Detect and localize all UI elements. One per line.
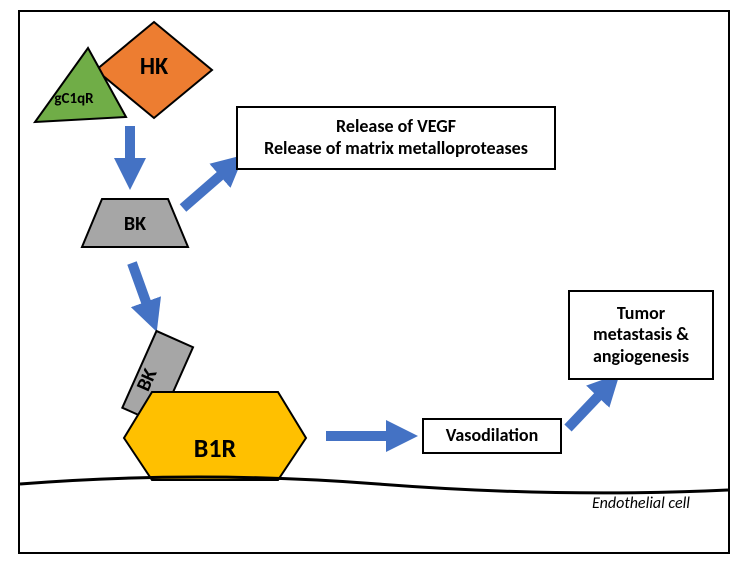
vegf-line2: Release of matrix metalloproteases [264, 138, 528, 160]
arrow-b1r-to-vasodilation [320, 416, 420, 456]
gc1qr-label: gC1qR [39, 90, 109, 108]
tumor-line3: angiogenesis [593, 346, 689, 368]
vegf-box: Release of VEGF Release of matrix metall… [236, 106, 556, 170]
tumor-line2: metastasis & [593, 324, 689, 346]
vegf-line1: Release of VEGF [336, 116, 456, 138]
diagram-canvas: HK gC1qR BK Release of VEGF Release of m… [0, 0, 748, 564]
endothelial-label: Endothelial cell [592, 494, 690, 513]
tumor-box: Tumor metastasis & angiogenesis [568, 290, 714, 380]
arrow-hk-to-bk [110, 120, 150, 190]
vasodilation-box: Vasodilation [422, 418, 562, 454]
tumor-line1: Tumor [617, 303, 665, 325]
gc1qr-shape [30, 44, 130, 126]
arrow-vasodilation-to-tumor [560, 370, 630, 440]
vasodilation-label: Vasodilation [446, 425, 539, 447]
bk-label: BK [80, 212, 190, 236]
